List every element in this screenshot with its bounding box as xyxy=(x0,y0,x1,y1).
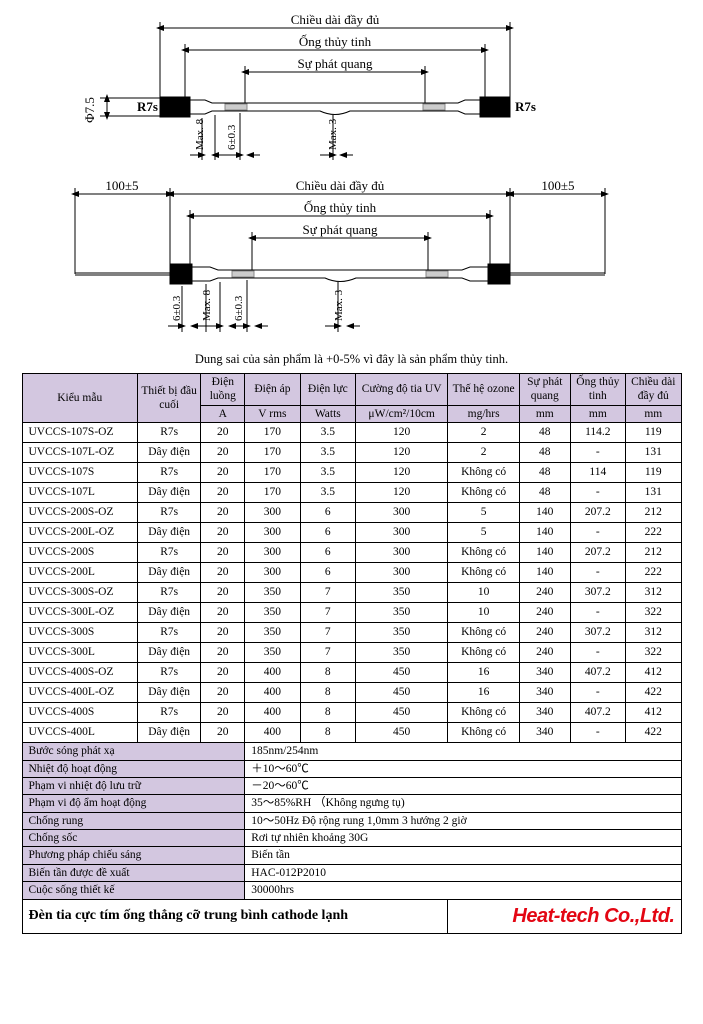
table-row: UVCCS-107L-OZDây điện201703.5120248-131 xyxy=(22,443,681,463)
h-vrms: V rms xyxy=(245,405,300,422)
svg-text:Sự phát quang: Sự phát quang xyxy=(303,222,378,237)
h-glass: Ống thủy tinh xyxy=(570,374,625,406)
table-row: UVCCS-200SR7s203006300Không có140207.221… xyxy=(22,543,681,563)
table-row: UVCCS-300SR7s203507350Không có240307.231… xyxy=(22,623,681,643)
table-row: UVCCS-200S-OZR7s2030063005140207.2212 xyxy=(22,503,681,523)
spec-row: Chống rung10～50Hz Độ rộng rung 1,0mm 3 h… xyxy=(22,812,681,829)
h-ozone: Thế hệ ozone xyxy=(448,374,520,406)
table-row: UVCCS-300LDây điện203507350Không có240-3… xyxy=(22,643,681,663)
svg-text:Φ7.5: Φ7.5 xyxy=(82,97,97,123)
table-row: UVCCS-400L-OZDây điện20400845016340-422 xyxy=(22,683,681,703)
table-row: UVCCS-400S-OZR7s20400845016340407.2412 xyxy=(22,663,681,683)
brand-name: Heat-tech Co.,Ltd. xyxy=(448,899,681,933)
svg-text:Ống thủy tinh: Ống thủy tinh xyxy=(299,34,372,49)
h-current: Điện luồng xyxy=(201,374,245,406)
svg-text:Ống thủy tinh: Ống thủy tinh xyxy=(304,200,377,215)
h-model: Kiểu mẫu xyxy=(22,374,137,423)
h-mghrs: mg/hrs xyxy=(448,405,520,422)
h-full: Chiều dài đầy đủ xyxy=(626,374,681,406)
svg-text:Sự phát quang: Sự phát quang xyxy=(298,56,373,71)
table-row: UVCCS-107SR7s201703.5120Không có48114119 xyxy=(22,463,681,483)
lamp-diagram-r7s: Chiều dài đầy đủ Ống thủy tinh Sự phát q… xyxy=(40,10,580,170)
spec-row: Phạm vi nhiệt độ lưu trữ－20～60℃ xyxy=(22,777,681,794)
h-watts: Watts xyxy=(300,405,355,422)
table-row: UVCCS-400LDây điện204008450Không có340-4… xyxy=(22,723,681,743)
table-row: UVCCS-200L-OZDây điện2030063005140-222 xyxy=(22,523,681,543)
table-row: UVCCS-107LDây điện201703.5120Không có48-… xyxy=(22,483,681,503)
spec-table: Kiểu mẫu Thiết bị đầu cuối Điện luồng Đi… xyxy=(22,373,682,934)
spec-row: Chống sốcRơi tự nhiên khoảng 30G xyxy=(22,830,681,847)
h-mm3: mm xyxy=(626,405,681,422)
h-lum: Sự phát quang xyxy=(519,374,570,406)
footer-title: Đèn tia cực tím ống thẳng cỡ trung bình … xyxy=(22,899,448,933)
h-mm2: mm xyxy=(570,405,625,422)
spec-row: Biến tần được đề xuấtHAC-012P2010 xyxy=(22,864,681,881)
svg-text:R7s: R7s xyxy=(137,99,158,114)
svg-text:6±0.3: 6±0.3 xyxy=(233,295,245,321)
svg-text:Chiều dài đầy đủ: Chiều dài đầy đủ xyxy=(291,12,380,27)
table-row: UVCCS-107S-OZR7s201703.5120248114.2119 xyxy=(22,423,681,443)
h-mm1: mm xyxy=(519,405,570,422)
spec-row: Cuộc sống thiết kế30000hrs xyxy=(22,882,681,899)
svg-text:6±0.3: 6±0.3 xyxy=(171,295,183,321)
svg-text:Max. 8: Max. 8 xyxy=(194,118,206,150)
svg-text:Max. 3: Max. 3 xyxy=(327,118,339,150)
svg-text:R7s: R7s xyxy=(515,99,536,114)
spec-row: Nhiệt độ hoạt động＋10～60℃ xyxy=(22,760,681,777)
svg-text:Max. 3: Max. 3 xyxy=(333,289,345,321)
h-terminal: Thiết bị đầu cuối xyxy=(137,374,200,423)
table-row: UVCCS-300L-OZDây điện20350735010240-322 xyxy=(22,603,681,623)
spec-row: Phương pháp chiếu sángBiến tần xyxy=(22,847,681,864)
svg-text:100±5: 100±5 xyxy=(105,178,138,193)
svg-text:Max. 8: Max. 8 xyxy=(201,289,213,321)
svg-text:6±0.3: 6±0.3 xyxy=(226,124,238,150)
diagram-area: Chiều dài đầy đủ Ống thủy tinh Sự phát q… xyxy=(0,0,703,348)
h-a: A xyxy=(201,405,245,422)
spec-row: Bước sóng phát xạ185nm/254nm xyxy=(22,743,681,760)
tolerance-caption: Dung sai của sản phẩm là +0-5% vì đây là… xyxy=(0,352,703,367)
h-voltage: Điện áp xyxy=(245,374,300,406)
svg-text:100±5: 100±5 xyxy=(541,178,574,193)
lamp-diagram-wire: 100±5 100±5 Chiều dài đầy đủ Ống thủy ti… xyxy=(40,174,640,344)
table-header: Kiểu mẫu Thiết bị đầu cuối Điện luồng Đi… xyxy=(22,374,681,423)
h-power: Điện lực xyxy=(300,374,355,406)
h-uw: μW/cm²/10cm xyxy=(356,405,448,422)
footer-row: Đèn tia cực tím ống thẳng cỡ trung bình … xyxy=(22,899,681,933)
table-row: UVCCS-300S-OZR7s20350735010240307.2312 xyxy=(22,583,681,603)
spec-row: Phạm vi độ ẩm hoạt động35～85%RH （Không n… xyxy=(22,795,681,812)
table-row: UVCCS-400SR7s204008450Không có340407.241… xyxy=(22,703,681,723)
h-uv: Cường độ tia UV xyxy=(356,374,448,406)
table-row: UVCCS-200LDây điện203006300Không có140-2… xyxy=(22,563,681,583)
svg-text:Chiều dài đầy đủ: Chiều dài đầy đủ xyxy=(296,178,385,193)
